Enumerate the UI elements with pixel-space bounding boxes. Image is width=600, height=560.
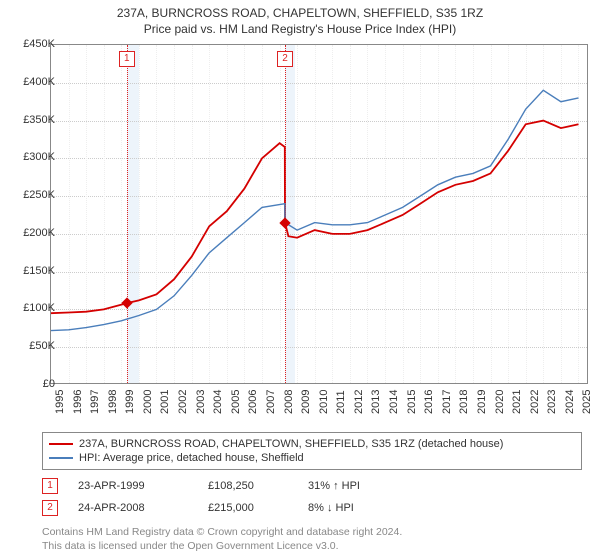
legend-label: HPI: Average price, detached house, Shef… [79,452,304,464]
x-tick-label: 2016 [423,390,435,414]
sale-date: 23-APR-1999 [78,480,208,492]
legend-item: HPI: Average price, detached house, Shef… [49,451,575,465]
series-property [51,121,579,314]
x-tick-label: 2008 [283,390,295,414]
x-tick-label: 1995 [54,390,66,414]
legend-swatch [49,443,73,445]
x-tick-label: 1998 [107,390,119,414]
x-tick-label: 2018 [458,390,470,414]
x-tick-label: 2013 [370,390,382,414]
x-tick-label: 2020 [494,390,506,414]
sale-row-1: 1 23-APR-1999 £108,250 31% ↑ HPI [42,478,408,494]
x-tick-label: 2015 [406,390,418,414]
x-tick-label: 2010 [318,390,330,414]
page-subtitle: Price paid vs. HM Land Registry's House … [0,22,600,36]
y-tick-label: £0 [15,378,55,390]
x-tick-label: 2014 [388,390,400,414]
x-tick-label: 2024 [564,390,576,414]
x-tick-label: 2009 [300,390,312,414]
sale-marker-1: 1 [42,478,58,494]
price-chart: 12 [50,44,588,384]
attribution-line2: This data is licensed under the Open Gov… [42,540,339,552]
y-tick-label: £400K [15,76,55,88]
attribution-line1: Contains HM Land Registry data © Crown c… [42,526,402,538]
sale-price: £215,000 [208,502,308,514]
legend-item: 237A, BURNCROSS ROAD, CHAPELTOWN, SHEFFI… [49,437,575,451]
x-tick-label: 2021 [511,390,523,414]
x-tick-label: 2007 [265,390,277,414]
x-tick-label: 1999 [124,390,136,414]
legend-label: 237A, BURNCROSS ROAD, CHAPELTOWN, SHEFFI… [79,438,503,450]
x-tick-label: 2004 [212,390,224,414]
y-tick-label: £150K [15,265,55,277]
x-tick-label: 2001 [159,390,171,414]
sale-date: 24-APR-2008 [78,502,208,514]
y-tick-label: £350K [15,114,55,126]
x-tick-label: 2017 [441,390,453,414]
y-tick-label: £200K [15,227,55,239]
x-tick-label: 2000 [142,390,154,414]
y-tick-label: £300K [15,151,55,163]
x-tick-label: 2005 [230,390,242,414]
x-tick-label: 2002 [177,390,189,414]
legend: 237A, BURNCROSS ROAD, CHAPELTOWN, SHEFFI… [42,432,582,470]
sale-row-2: 2 24-APR-2008 £215,000 8% ↓ HPI [42,500,408,516]
series-hpi [51,90,579,330]
y-tick-label: £100K [15,302,55,314]
x-tick-label: 1997 [89,390,101,414]
sale-hpi: 8% ↓ HPI [308,502,408,514]
y-tick-label: £50K [15,340,55,352]
x-tick-label: 1996 [72,390,84,414]
x-tick-label: 2019 [476,390,488,414]
y-tick-label: £450K [15,38,55,50]
x-tick-label: 2011 [335,390,347,414]
sale-price: £108,250 [208,480,308,492]
chart-marker-box: 1 [119,51,135,67]
chart-marker-box: 2 [277,51,293,67]
y-tick-label: £250K [15,189,55,201]
sale-marker-2: 2 [42,500,58,516]
x-tick-label: 2003 [195,390,207,414]
chart-lines [51,45,589,385]
x-tick-label: 2022 [529,390,541,414]
x-tick-label: 2023 [546,390,558,414]
x-tick-label: 2025 [581,390,593,414]
sale-hpi: 31% ↑ HPI [308,480,408,492]
x-tick-label: 2012 [353,390,365,414]
legend-swatch [49,457,73,459]
page-title: 237A, BURNCROSS ROAD, CHAPELTOWN, SHEFFI… [0,6,600,20]
x-tick-label: 2006 [247,390,259,414]
